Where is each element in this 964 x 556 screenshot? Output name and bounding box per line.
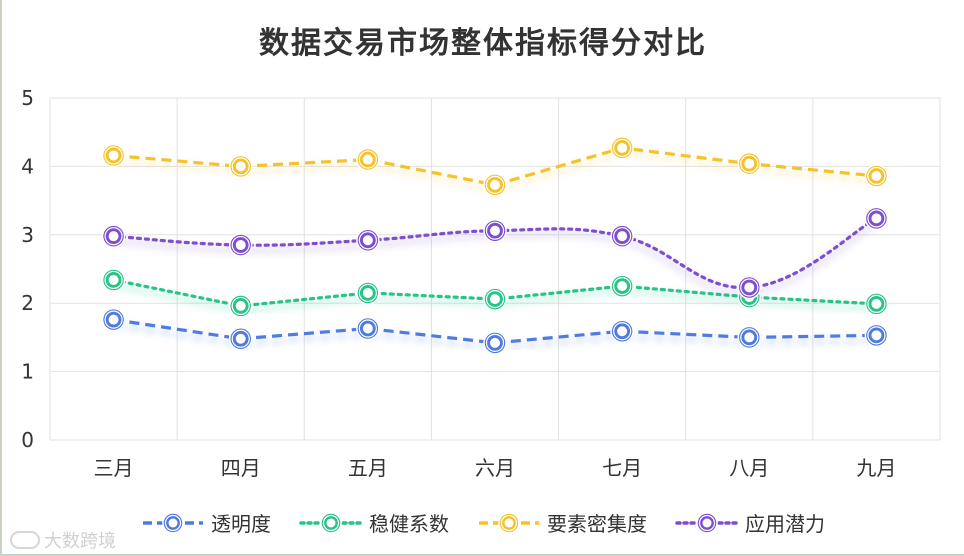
data-point-ring [231, 296, 250, 316]
data-point-center [362, 235, 373, 246]
data-point-ring [740, 278, 759, 297]
data-point-center [108, 150, 119, 161]
series-group [101, 268, 889, 318]
data-point-center [871, 330, 882, 341]
legend-marker-center [702, 518, 712, 527]
data-point-ring [231, 329, 250, 348]
data-point-center [744, 332, 755, 343]
data-point-ring [867, 326, 886, 345]
legend-marker-center [504, 518, 514, 527]
legend-marker-center [326, 518, 336, 527]
data-point-center [362, 323, 373, 334]
data-point-ring [485, 175, 505, 194]
legend-marker-ring [698, 514, 716, 531]
series-group [101, 307, 889, 355]
x-tick-label: 三月 [94, 456, 134, 480]
legend-marker-center [168, 518, 178, 527]
watermark: 大数跨境 [10, 527, 116, 553]
y-tick-label: 2 [21, 291, 34, 315]
data-point-center [490, 337, 500, 348]
legend-label: 要素密集度 [547, 512, 647, 536]
data-point-ring [358, 150, 377, 169]
data-point-ring [231, 235, 250, 255]
data-point-center [235, 240, 246, 251]
data-point-ring [485, 333, 505, 352]
legend-item-transparency[interactable]: 透明度 [141, 508, 271, 537]
data-point-center [108, 314, 119, 325]
legend-label: 透明度 [211, 512, 271, 536]
data-point-center [617, 326, 628, 337]
data-point-ring [613, 138, 632, 158]
data-point-center [744, 282, 755, 293]
watermark-logo-icon [10, 531, 40, 549]
data-point-center [362, 287, 373, 298]
x-tick-label: 七月 [602, 456, 642, 480]
data-point-ring [358, 283, 377, 303]
chart-legend: 透明度 稳健系数 要素密集度 应用潜力 [2, 508, 964, 537]
data-point-center [490, 225, 500, 236]
x-tick-label: 八月 [729, 456, 769, 480]
data-point-ring [867, 166, 886, 186]
data-point-ring [867, 209, 886, 228]
data-point-center [108, 274, 119, 285]
data-point-ring [358, 231, 377, 250]
y-tick-label: 0 [21, 428, 34, 452]
data-point-center [744, 158, 755, 169]
data-point-center [235, 300, 246, 311]
data-point-ring [485, 221, 505, 240]
y-tick-label: 4 [21, 154, 34, 178]
grid [49, 97, 941, 441]
data-point-center [871, 298, 882, 309]
legend-swatch [299, 511, 363, 534]
series-group [101, 136, 889, 197]
data-point-center [617, 142, 628, 153]
data-point-ring [740, 154, 759, 173]
legend-label: 应用潜力 [745, 512, 825, 536]
legend-item-robustness[interactable]: 稳健系数 [299, 508, 449, 537]
data-point-center [235, 333, 246, 344]
legend-marker-ring [322, 514, 340, 531]
x-tick-label: 九月 [856, 456, 896, 480]
data-point-ring [231, 157, 250, 176]
data-point-ring [104, 227, 123, 246]
y-tick-label: 3 [21, 223, 34, 247]
data-point-ring [104, 270, 123, 290]
legend-swatch [675, 511, 739, 534]
legend-label: 稳健系数 [369, 512, 449, 536]
x-tick-label: 四月 [221, 456, 261, 480]
y-tick-label: 1 [21, 360, 34, 384]
data-point-center [490, 294, 500, 305]
data-point-ring [740, 328, 759, 347]
x-tick-label: 六月 [475, 456, 515, 480]
data-point-center [108, 231, 119, 242]
line-chart: 0 1 2 3 4 5 三月 四月 五月 六月 七月 八月 九月 [21, 86, 941, 480]
legend-marker-ring [500, 514, 518, 531]
data-point-ring [613, 277, 632, 296]
watermark-text: 大数跨境 [44, 531, 116, 552]
data-point-center [235, 161, 246, 172]
x-tick-label: 五月 [348, 456, 388, 480]
series-group [101, 206, 889, 300]
data-point-center [871, 213, 882, 224]
legend-marker-ring [164, 514, 182, 531]
data-point-center [362, 154, 373, 165]
data-point-ring [613, 227, 632, 246]
chart-title: 数据交易市场整体指标得分对比 [259, 26, 707, 61]
data-point-ring [358, 319, 377, 338]
data-point-center [490, 179, 500, 190]
legend-swatch [143, 511, 203, 534]
legend-swatch [479, 511, 539, 534]
data-point-center [617, 231, 628, 242]
data-point-ring [867, 294, 886, 313]
legend-item-factor-density[interactable]: 要素密集度 [477, 508, 647, 537]
data-point-ring [104, 310, 123, 329]
y-tick-label: 5 [21, 86, 34, 110]
data-point-ring [104, 146, 123, 165]
legend-item-application-potential[interactable]: 应用潜力 [675, 508, 825, 537]
data-point-center [617, 281, 628, 292]
data-point-center [871, 170, 882, 181]
data-point-ring [485, 289, 505, 309]
data-point-ring [613, 322, 632, 341]
